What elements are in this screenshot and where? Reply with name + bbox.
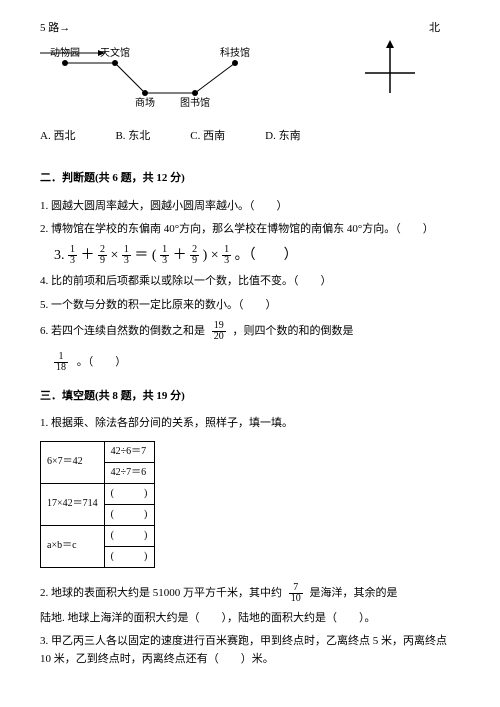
s2-q4: 4. 比的前项和后项都乘以或除以一个数，比值不变。（ ） bbox=[40, 273, 460, 291]
s2-q3: 3. 13 ＋ 29 × 13 ＝ ( 13 ＋ 29 ) × 13 。（ ） bbox=[54, 245, 460, 267]
svg-text:商场: 商场 bbox=[135, 96, 155, 109]
mc-options: A. 西北 B. 东北 C. 西南 D. 东南 bbox=[40, 128, 460, 146]
compass-north-label: 北 bbox=[360, 20, 440, 38]
section3-title: 三．填空题(共 8 题，共 19 分) bbox=[40, 388, 460, 406]
section2-title: 二．判断题(共 6 题，共 12 分) bbox=[40, 170, 460, 188]
s2-q2: 2. 博物馆在学校的东偏南 40°方向，那么学校在博物馆的南偏东 40°方向。（… bbox=[40, 221, 460, 239]
cell-r5c2: ( ) bbox=[104, 525, 154, 546]
svg-text:天文馆: 天文馆 bbox=[100, 46, 130, 59]
q3-prefix: 3. bbox=[54, 248, 68, 263]
s3-q2: 2. 地球的表面积大约是 51000 万平方千米，其中约 710 是海洋，其余的… bbox=[40, 583, 460, 604]
s2-q6: 6. 若四个连续自然数的倒数之和是 1920 ，则四个数的和的倒数是 bbox=[40, 321, 460, 342]
option-d: D. 东南 bbox=[265, 128, 300, 146]
s2-q5: 5. 一个数与分数的积一定比原来的数小。（ ） bbox=[40, 297, 460, 315]
svg-text:动物园: 动物园 bbox=[50, 46, 80, 59]
cell-r3c1: 17×42＝714 bbox=[41, 483, 105, 525]
s2-q1: 1. 圆越大圆周率越大，圆越小圆周率越小。（ ） bbox=[40, 198, 460, 216]
cell-r2c2: 42÷7＝6 bbox=[104, 462, 154, 483]
s3-q3: 3. 甲乙丙三人各以固定的速度进行百米赛跑，甲到终点时，乙离终点 5 米，丙离终… bbox=[40, 633, 460, 668]
fill-table: 6×7＝42 42÷6＝7 42÷7＝6 17×42＝714 ( ) ( ) a… bbox=[40, 441, 155, 568]
cell-r1c2: 42÷6＝7 bbox=[104, 441, 154, 462]
svg-text:科技馆: 科技馆 bbox=[220, 46, 250, 59]
s3-q2c: 陆地. 地球上海洋的面积大约是（ ），陆地的面积大约是（ ）。 bbox=[40, 610, 460, 628]
cell-r1c1: 6×7＝42 bbox=[41, 441, 105, 483]
s3-q1: 1. 根据乘、除法各部分间的关系，照样子，填一填。 bbox=[40, 415, 460, 433]
cell-r3c2: ( ) bbox=[104, 483, 154, 504]
cell-r4c2: ( ) bbox=[104, 504, 154, 525]
s2-q6-end: 118 。（ ） bbox=[54, 352, 460, 373]
cell-r6c2: ( ) bbox=[104, 546, 154, 567]
option-b: B. 东北 bbox=[115, 128, 150, 146]
compass-icon bbox=[360, 38, 420, 98]
option-a: A. 西北 bbox=[40, 128, 75, 146]
cell-r5c1: a×b＝c bbox=[41, 525, 105, 567]
option-c: C. 西南 bbox=[190, 128, 225, 146]
svg-text:图书馆: 图书馆 bbox=[180, 96, 210, 109]
route-diagram: 动物园 天文馆 商场 图书馆 科技馆 bbox=[40, 38, 280, 118]
route-label: 5 路→ bbox=[40, 20, 300, 38]
